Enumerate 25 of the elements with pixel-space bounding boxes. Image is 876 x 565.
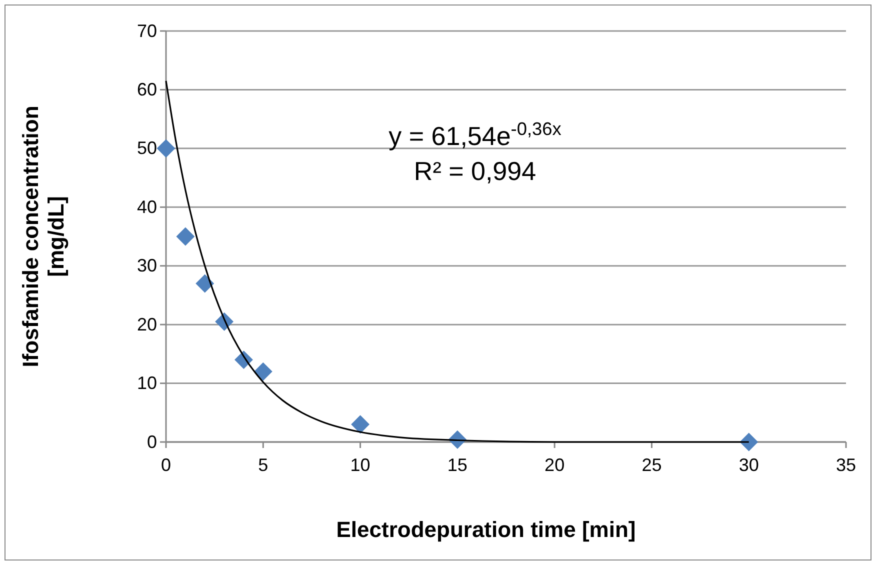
point — [176, 227, 195, 246]
x-tick-label: 0 — [160, 454, 172, 475]
x-tick-label: 30 — [738, 454, 759, 475]
x-tick-label: 20 — [544, 454, 565, 475]
y-tick-label: 10 — [136, 373, 157, 394]
x-axis-title: Electrodepuration time [min] — [336, 517, 636, 542]
y-tick-label: 70 — [136, 20, 157, 41]
y-tick-label: 0 — [146, 432, 157, 452]
y-tick-label: 60 — [136, 79, 157, 100]
x-tick-label: 5 — [258, 454, 268, 475]
y-tick-label: 40 — [136, 196, 157, 217]
x-tick-label: 10 — [350, 454, 370, 475]
point — [156, 139, 176, 158]
point — [196, 274, 214, 293]
y-axis-title: Ifosfamide concentration [mg/dL] — [18, 106, 68, 368]
x-tick-label: 35 — [836, 454, 856, 475]
x-tick-label: 25 — [642, 454, 662, 475]
annotation: y = 61,54e$^{-0,36x}$ — [388, 119, 562, 151]
y-tick-label: 30 — [136, 256, 157, 276]
point — [254, 362, 272, 381]
annotation: R² = 0,994 — [414, 156, 536, 186]
x-tick-label: 15 — [447, 454, 468, 475]
y-tick-label: 50 — [136, 138, 157, 158]
point — [351, 415, 370, 434]
y-tick-label: 20 — [136, 314, 157, 334]
